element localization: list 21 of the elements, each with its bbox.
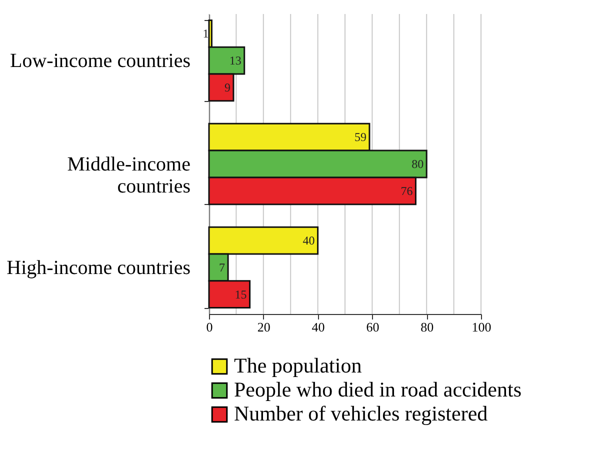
data-label: 13 [229, 54, 242, 68]
x-tick-label: 40 [312, 320, 325, 334]
x-tick-label: 20 [257, 320, 270, 334]
data-label: 40 [302, 234, 315, 248]
y-tick-label: High-income countries [6, 256, 191, 279]
x-tick-label: 0 [206, 320, 213, 334]
data-label: 9 [224, 80, 230, 94]
data-label: 80 [412, 157, 424, 171]
data-label: 7 [219, 260, 226, 274]
data-label: 1 [202, 26, 209, 41]
x-tick-label: 80 [420, 320, 434, 334]
legend-label: People who died in road accidents [234, 378, 522, 402]
x-tick-label: 60 [366, 320, 380, 334]
data-label: 59 [354, 130, 366, 144]
data-label: 15 [234, 287, 247, 302]
y-tick-label: Middle-income countries [67, 154, 191, 198]
legend-label: Number of vehicles registered [234, 402, 488, 426]
data-label: 76 [400, 184, 413, 198]
x-tick-label: 100 [472, 320, 492, 334]
legend-label: The population [234, 354, 362, 378]
y-tick-label: Low-income countries [10, 50, 191, 72]
